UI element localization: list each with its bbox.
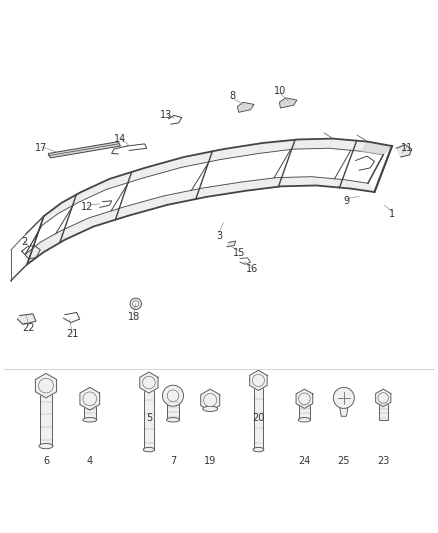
Circle shape [252,374,265,386]
Text: 21: 21 [66,329,78,340]
Text: 23: 23 [377,456,389,466]
Polygon shape [181,149,223,167]
Polygon shape [163,188,207,205]
Polygon shape [140,372,158,393]
Text: 3: 3 [216,231,222,241]
Text: 6: 6 [43,456,49,466]
Polygon shape [106,168,145,189]
Polygon shape [361,142,392,155]
Text: 5: 5 [146,413,152,423]
Polygon shape [328,139,368,151]
Polygon shape [277,177,316,187]
Ellipse shape [203,406,218,411]
Polygon shape [237,102,254,112]
Polygon shape [312,177,350,189]
Polygon shape [293,139,333,149]
Polygon shape [376,389,391,407]
Text: 25: 25 [338,456,350,466]
Polygon shape [124,196,168,216]
Polygon shape [60,218,93,240]
Text: 20: 20 [252,413,265,423]
Polygon shape [296,389,313,408]
Polygon shape [41,231,65,252]
Circle shape [204,393,217,407]
Text: 9: 9 [343,196,349,206]
Text: 11: 11 [401,143,413,154]
Circle shape [130,298,141,310]
Polygon shape [89,207,128,227]
Text: 7: 7 [170,456,176,466]
Ellipse shape [83,418,97,422]
Polygon shape [40,386,52,446]
Polygon shape [250,370,267,391]
Text: 14: 14 [114,134,127,144]
Text: 17: 17 [35,143,48,154]
Polygon shape [338,398,350,416]
Text: 16: 16 [246,264,258,273]
Polygon shape [345,180,374,192]
Circle shape [162,385,184,406]
Polygon shape [299,399,310,420]
Text: 15: 15 [233,248,245,259]
Text: 12: 12 [81,203,94,212]
Circle shape [39,378,53,393]
Polygon shape [279,98,297,108]
Ellipse shape [298,418,311,422]
Polygon shape [227,241,236,247]
Text: 8: 8 [229,91,235,101]
Ellipse shape [253,447,264,452]
Polygon shape [78,179,110,203]
Text: 13: 13 [160,110,173,120]
Polygon shape [361,142,392,155]
Circle shape [378,393,389,403]
Circle shape [167,390,179,401]
Circle shape [299,393,310,405]
Text: 24: 24 [298,456,311,466]
Polygon shape [48,142,120,158]
Text: 4: 4 [87,456,93,466]
Ellipse shape [143,447,155,452]
Text: 22: 22 [22,323,35,333]
Text: 19: 19 [204,456,216,466]
Text: 18: 18 [127,312,140,322]
Ellipse shape [166,418,180,422]
Circle shape [133,301,139,307]
Circle shape [83,392,97,406]
Polygon shape [201,389,220,411]
Polygon shape [167,396,179,420]
Polygon shape [202,182,246,197]
Text: 1: 1 [389,209,395,219]
Polygon shape [84,399,96,420]
Polygon shape [254,381,263,449]
Polygon shape [58,192,81,214]
Polygon shape [379,398,388,420]
Text: 10: 10 [274,86,286,96]
Polygon shape [25,242,44,264]
Polygon shape [258,140,298,154]
Polygon shape [80,387,100,410]
Polygon shape [42,203,61,226]
Polygon shape [220,143,263,159]
Polygon shape [35,374,57,398]
Ellipse shape [39,443,53,449]
Polygon shape [396,145,412,157]
Circle shape [333,387,354,408]
Polygon shape [141,157,184,179]
Text: 2: 2 [21,237,27,247]
Polygon shape [242,177,281,191]
Polygon shape [18,314,36,324]
Polygon shape [144,383,154,449]
Circle shape [143,376,155,389]
